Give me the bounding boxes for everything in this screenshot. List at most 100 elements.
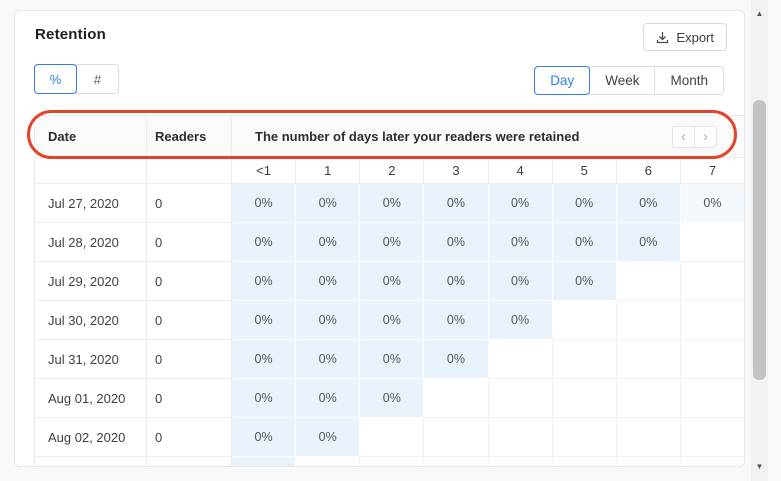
unit-toggle-count[interactable]: # bbox=[76, 64, 119, 94]
retention-table: Date Readers The number of days later yo… bbox=[34, 115, 744, 466]
date-cell: Jul 31, 2020 bbox=[34, 339, 147, 379]
retention-cell bbox=[295, 456, 361, 466]
tab-week[interactable]: Week bbox=[589, 66, 656, 95]
readers-cell: 0 bbox=[146, 261, 232, 301]
retention-cell bbox=[679, 300, 744, 340]
retention-cell bbox=[679, 222, 744, 262]
retention-cell: 0% bbox=[230, 183, 297, 223]
retention-cell: 0% bbox=[551, 222, 617, 262]
retention-cell: 0% bbox=[230, 300, 297, 340]
retention-cell: 0% bbox=[615, 183, 681, 223]
export-button[interactable]: Export bbox=[643, 23, 727, 51]
retention-cell: 0% bbox=[679, 183, 744, 223]
date-cell bbox=[34, 456, 147, 466]
retention-cell: 0% bbox=[423, 222, 489, 262]
scroll-up-arrow-icon[interactable]: ▲ bbox=[755, 9, 764, 18]
retention-cell bbox=[615, 417, 681, 457]
retention-cell: 0% bbox=[295, 378, 361, 418]
next-columns-button[interactable]: › bbox=[694, 125, 717, 148]
retention-cell bbox=[679, 456, 744, 466]
retention-cell: 0% bbox=[423, 300, 489, 340]
table-row: Jul 29, 2020 0 0% 0% 0% 0% 0% 0% bbox=[34, 261, 744, 301]
readers-cell: 0 bbox=[146, 339, 232, 379]
retention-cell: 0% bbox=[230, 339, 297, 379]
retention-cell bbox=[551, 339, 617, 379]
table-body: Jul 27, 2020 0 0% 0% 0% 0% 0% 0% 0% 0% Jul 28, 202… bbox=[34, 183, 744, 466]
retention-cell bbox=[423, 417, 489, 457]
export-label: Export bbox=[676, 29, 714, 45]
retention-cell bbox=[487, 417, 553, 457]
table-header-row: Date Readers The number of days later yo… bbox=[34, 115, 744, 158]
retention-cell: 0% bbox=[230, 417, 297, 457]
retention-cell bbox=[230, 456, 297, 466]
retention-cell bbox=[615, 339, 681, 379]
table-row: Aug 01, 2020 0 0% 0% 0% bbox=[34, 378, 744, 418]
readers-column-header: Readers bbox=[146, 115, 232, 158]
table-row bbox=[34, 456, 744, 466]
scrollbar-thumb[interactable] bbox=[753, 100, 766, 380]
page-title: Retention bbox=[35, 26, 106, 43]
retention-cell bbox=[487, 339, 553, 379]
retention-cell bbox=[679, 261, 744, 301]
retention-cell: 0% bbox=[359, 378, 425, 418]
retention-cell: 0% bbox=[295, 222, 361, 262]
retention-cell: 0% bbox=[359, 261, 425, 301]
readers-cell: 0 bbox=[146, 300, 232, 340]
date-cell: Jul 27, 2020 bbox=[34, 183, 147, 223]
days-header-label: The number of days later your readers we… bbox=[255, 129, 580, 144]
retention-cell: 0% bbox=[295, 417, 361, 457]
retention-cell bbox=[487, 456, 553, 466]
readers-cell: 0 bbox=[146, 183, 232, 223]
readers-cell: 0 bbox=[146, 222, 232, 262]
retention-cell bbox=[615, 378, 681, 418]
day-number-cell: 6 bbox=[615, 157, 681, 184]
unit-toggle-percent[interactable]: % bbox=[34, 64, 77, 94]
retention-cell: 0% bbox=[615, 222, 681, 262]
retention-cell: 0% bbox=[551, 183, 617, 223]
day-number-cell: 1 bbox=[295, 157, 361, 184]
retention-cell bbox=[615, 300, 681, 340]
table-row: Jul 31, 2020 0 0% 0% 0% 0% bbox=[34, 339, 744, 379]
tab-month[interactable]: Month bbox=[654, 66, 724, 95]
column-pager: ‹ › bbox=[672, 125, 717, 148]
retention-cell: 0% bbox=[487, 222, 553, 262]
subheader-empty-cell bbox=[146, 157, 232, 184]
download-icon bbox=[656, 31, 669, 44]
readers-cell bbox=[146, 456, 232, 466]
scrollbar[interactable]: ▲ ▼ bbox=[751, 0, 768, 481]
tab-day[interactable]: Day bbox=[534, 66, 591, 95]
retention-cell bbox=[551, 300, 617, 340]
date-cell: Jul 29, 2020 bbox=[34, 261, 147, 301]
date-cell: Jul 30, 2020 bbox=[34, 300, 147, 340]
table-row: Jul 30, 2020 0 0% 0% 0% 0% 0% bbox=[34, 300, 744, 340]
retention-card: Retention Export % # Day Week Month Date Re… bbox=[14, 10, 745, 467]
day-numbers-row: <1 1 2 3 4 5 6 7 bbox=[34, 157, 744, 184]
retention-cell: 0% bbox=[423, 261, 489, 301]
retention-cell bbox=[679, 378, 744, 418]
readers-cell: 0 bbox=[146, 417, 232, 457]
retention-cell bbox=[359, 417, 425, 457]
retention-cell: 0% bbox=[230, 378, 297, 418]
unit-toggle: % # bbox=[34, 64, 119, 94]
retention-cell: 0% bbox=[359, 300, 425, 340]
days-column-header: The number of days later your readers we… bbox=[231, 115, 744, 158]
scroll-down-arrow-icon[interactable]: ▼ bbox=[755, 462, 764, 471]
table-row: Jul 28, 2020 0 0% 0% 0% 0% 0% 0% 0% bbox=[34, 222, 744, 262]
day-number-cell: 3 bbox=[423, 157, 489, 184]
table-row: Aug 02, 2020 0 0% 0% bbox=[34, 417, 744, 457]
retention-cell: 0% bbox=[359, 222, 425, 262]
day-number-cell: 2 bbox=[359, 157, 425, 184]
retention-cell: 0% bbox=[487, 261, 553, 301]
retention-cell: 0% bbox=[295, 183, 361, 223]
retention-cell bbox=[551, 456, 617, 466]
date-column-header: Date bbox=[34, 115, 147, 158]
subheader-empty-cell bbox=[34, 157, 147, 184]
retention-cell: 0% bbox=[230, 261, 297, 301]
retention-cell bbox=[615, 261, 681, 301]
date-cell: Aug 02, 2020 bbox=[34, 417, 147, 457]
readers-cell: 0 bbox=[146, 378, 232, 418]
day-number-cell: 4 bbox=[487, 157, 553, 184]
prev-columns-button[interactable]: ‹ bbox=[672, 125, 695, 148]
retention-cell bbox=[679, 339, 744, 379]
day-number-cell: <1 bbox=[230, 157, 297, 184]
